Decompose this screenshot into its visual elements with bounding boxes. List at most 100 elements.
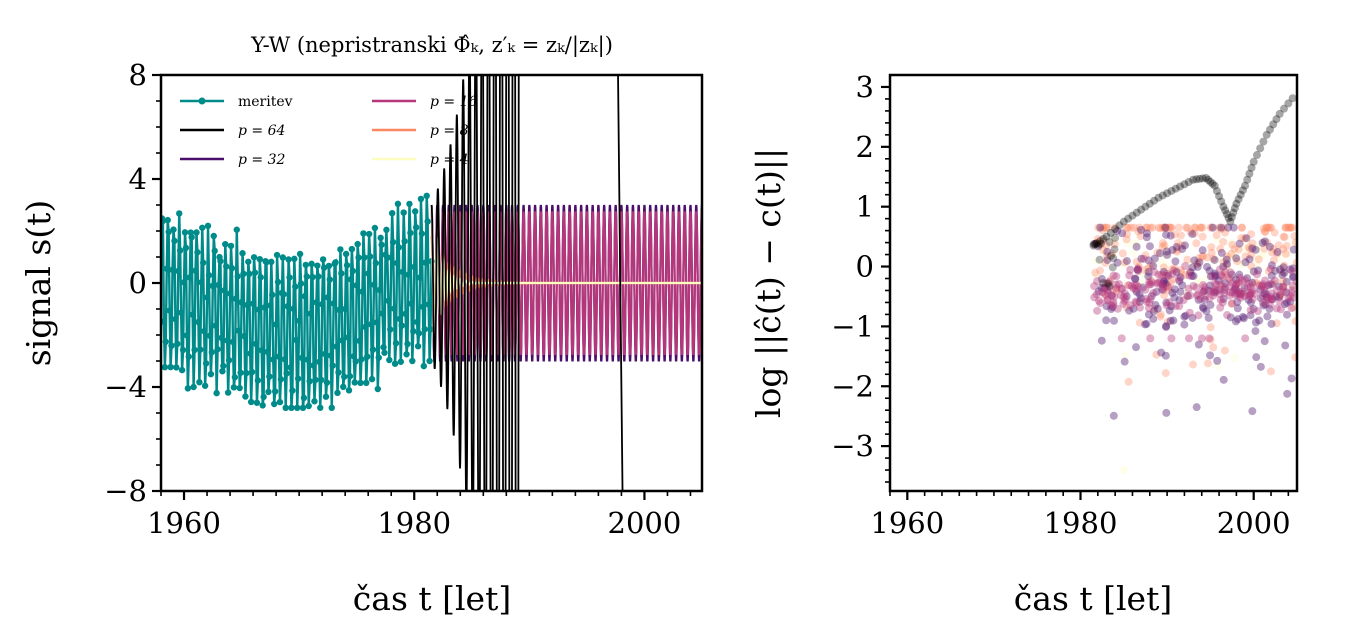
series-meritev-point bbox=[354, 240, 361, 248]
series-p16-point bbox=[1165, 298, 1174, 307]
series-meritev-point bbox=[358, 356, 365, 363]
legend-marker bbox=[198, 97, 206, 105]
x-tick-label: 1960 bbox=[147, 506, 221, 540]
series-p64-point bbox=[1137, 205, 1146, 214]
series-p16-point bbox=[1150, 267, 1159, 276]
series-meritev-point bbox=[177, 309, 185, 316]
series-meritev-point bbox=[251, 269, 259, 276]
series-p16-point bbox=[1215, 265, 1224, 274]
series-p16-point bbox=[1253, 307, 1262, 316]
series-p64-point bbox=[1198, 174, 1207, 183]
series-p16-point bbox=[1263, 293, 1272, 302]
series-p4-point bbox=[1260, 251, 1269, 260]
series-p8-point bbox=[1237, 234, 1246, 243]
series-p4-point bbox=[1187, 260, 1196, 269]
series-p32-point bbox=[1094, 242, 1103, 251]
series-meritev-point bbox=[298, 354, 306, 362]
series-meritev-point bbox=[277, 376, 285, 383]
series-p64-point bbox=[1272, 115, 1281, 124]
series-p16-point bbox=[1246, 290, 1255, 299]
series-p32-point bbox=[1198, 303, 1207, 312]
series-p32-point bbox=[1188, 313, 1197, 322]
series-meritev-point bbox=[336, 306, 343, 314]
series-p32-point bbox=[1260, 337, 1269, 346]
series-meritev-point bbox=[344, 334, 352, 341]
series-p32-point bbox=[1107, 305, 1116, 314]
series-p8-point bbox=[1286, 223, 1295, 232]
series-meritev-point bbox=[219, 367, 226, 375]
series-p16-point bbox=[1185, 308, 1194, 317]
series-p32-point bbox=[1245, 255, 1254, 264]
series-p16-point bbox=[1179, 296, 1188, 305]
series-p8-point bbox=[1218, 282, 1227, 291]
series-p8-point bbox=[1112, 287, 1121, 296]
series-p32-point bbox=[1211, 271, 1220, 280]
series-meritev-point bbox=[424, 218, 431, 225]
series-p16-point bbox=[1265, 280, 1274, 289]
series-p16-point bbox=[1235, 289, 1244, 298]
series-p16-point bbox=[1275, 291, 1284, 300]
series-p32-point bbox=[1164, 271, 1173, 280]
series-p8-point bbox=[1207, 248, 1216, 257]
y-tick-label: 1 bbox=[856, 190, 874, 224]
series-p16-point bbox=[1149, 289, 1158, 298]
series-p8-point bbox=[1196, 223, 1205, 232]
series-p32-point bbox=[1258, 238, 1267, 247]
series-meritev-point bbox=[394, 200, 402, 208]
series-p64-point bbox=[1163, 189, 1172, 198]
series-p32-point bbox=[1200, 295, 1209, 304]
right-y-axis: −3 −2 −1 0 1 2 3 bbox=[831, 70, 890, 483]
series-p16-point bbox=[1105, 277, 1114, 286]
series-p32-point bbox=[1220, 285, 1229, 294]
series-p64-point bbox=[1259, 137, 1268, 146]
series-p8-point bbox=[1135, 223, 1144, 232]
series-p8-point bbox=[1206, 323, 1215, 332]
series-p16-point bbox=[1243, 282, 1252, 291]
series-meritev-point bbox=[321, 350, 329, 358]
series-p4-point bbox=[1219, 268, 1228, 277]
series-meritev-point bbox=[373, 319, 381, 326]
series-p8-point bbox=[1174, 238, 1183, 247]
series-meritev-point bbox=[228, 265, 236, 272]
series-p16-point bbox=[1287, 304, 1296, 313]
series-meritev-point bbox=[387, 326, 394, 333]
series-p32-point bbox=[1208, 223, 1217, 232]
series-p4-point bbox=[1206, 286, 1215, 295]
series-p4-point bbox=[1109, 235, 1118, 244]
series-p64-point bbox=[1226, 217, 1235, 226]
series-p8-point bbox=[1167, 278, 1176, 287]
series-p8-point bbox=[1108, 249, 1117, 258]
series-p32-point bbox=[1212, 286, 1221, 295]
series-p32-point bbox=[1282, 277, 1291, 286]
series-p16-point bbox=[1174, 275, 1183, 284]
series-p32-point bbox=[1204, 313, 1213, 322]
series-p16-point bbox=[1231, 290, 1240, 299]
series-p32-point bbox=[1161, 279, 1170, 288]
series-p8-point bbox=[1221, 228, 1230, 237]
y-tick-label: 0 bbox=[856, 250, 874, 284]
series-meritev-point bbox=[370, 281, 378, 288]
series-meritev-point bbox=[276, 398, 284, 406]
series-p8-point bbox=[1286, 223, 1295, 232]
series-meritev-point bbox=[364, 353, 371, 360]
series-p64-line bbox=[430, 75, 520, 491]
series-p8-point bbox=[1170, 264, 1179, 273]
series-p32-point bbox=[1193, 262, 1202, 271]
series-meritev-point bbox=[417, 195, 425, 203]
y-tick-label: 4 bbox=[129, 162, 147, 196]
series-p8-point bbox=[1146, 260, 1155, 269]
series-meritev-point bbox=[404, 340, 411, 348]
series-p32-point bbox=[1131, 274, 1140, 283]
series-meritev-point bbox=[377, 234, 384, 242]
series-p64-point bbox=[1189, 175, 1198, 184]
series-p8-point bbox=[1272, 319, 1281, 328]
series-meritev-point bbox=[359, 288, 366, 295]
series-p8-point bbox=[1250, 278, 1259, 287]
series-p64-point bbox=[1243, 175, 1252, 184]
series-p8-point bbox=[1233, 257, 1242, 266]
series-p8-point bbox=[1194, 254, 1203, 263]
series-p32-point bbox=[1246, 311, 1255, 320]
series-p16-point bbox=[1208, 287, 1217, 296]
series-p64-point bbox=[1158, 191, 1167, 200]
series-meritev-point bbox=[178, 366, 186, 374]
